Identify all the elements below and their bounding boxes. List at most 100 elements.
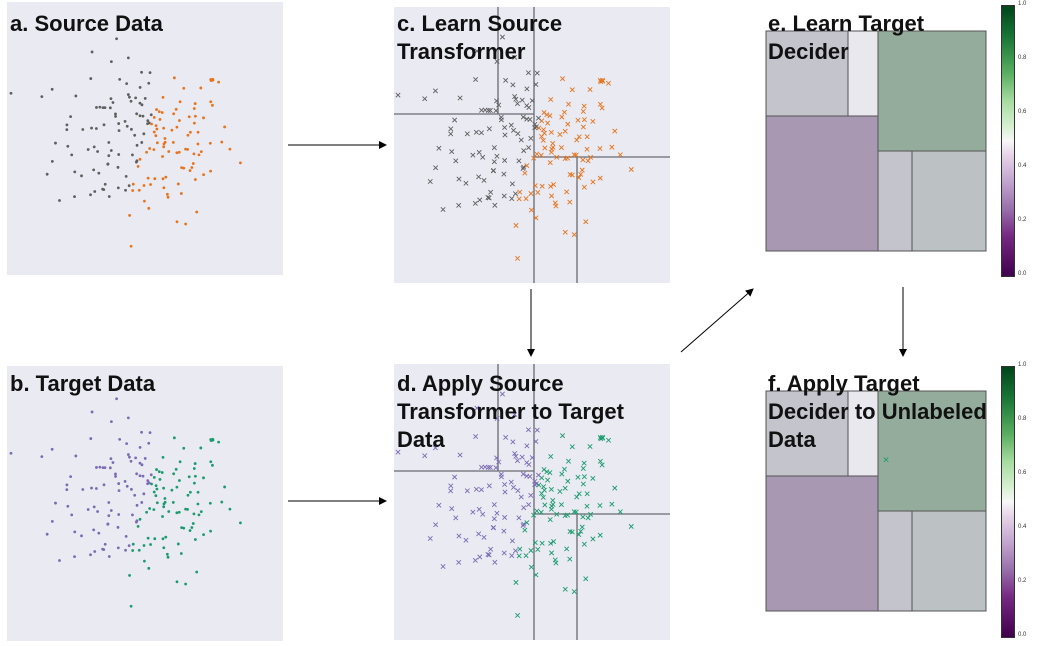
data-point [476, 174, 482, 180]
data-point [569, 87, 575, 93]
data-point [115, 397, 118, 401]
data-point [202, 173, 205, 177]
data-point [193, 102, 197, 105]
data-point [92, 528, 96, 532]
data-point [106, 522, 110, 526]
data-point [503, 77, 509, 83]
data-point [532, 183, 538, 189]
data-point [117, 153, 121, 156]
data-point [142, 184, 146, 187]
data-point [54, 501, 57, 505]
data-point [182, 526, 186, 530]
data-point [528, 207, 534, 213]
data-point [127, 544, 131, 548]
data-point [567, 528, 573, 535]
panel-d-apply-source-transformer [394, 364, 670, 640]
data-point [609, 144, 615, 150]
data-point [544, 469, 550, 475]
data-point [502, 132, 508, 138]
data-point [564, 546, 570, 552]
data-point [550, 144, 556, 150]
data-point [562, 229, 568, 235]
data-point [496, 102, 502, 108]
data-point [612, 485, 618, 491]
data-point [141, 114, 145, 118]
data-point [54, 141, 57, 145]
data-point [456, 559, 462, 565]
data-point [131, 189, 135, 192]
data-point [470, 509, 476, 515]
scatter-target-data [9, 397, 242, 608]
data-point [581, 184, 587, 190]
data-point [501, 193, 507, 199]
data-point [538, 152, 544, 158]
data-point [476, 149, 482, 155]
data-point [519, 454, 525, 460]
data-point [617, 152, 623, 158]
data-point [548, 540, 554, 546]
data-point [477, 197, 483, 203]
data-point [565, 458, 572, 464]
data-point [534, 427, 540, 433]
data-point [106, 162, 110, 166]
data-point [587, 443, 593, 450]
data-point [70, 513, 74, 517]
data-point [128, 214, 131, 217]
data-point [174, 467, 178, 471]
data-point [523, 196, 529, 202]
data-point [512, 411, 518, 417]
data-point [92, 145, 96, 149]
data-point [149, 473, 153, 477]
decider-regions-f: × [765, 390, 987, 612]
data-point [149, 183, 152, 186]
data-point [529, 455, 535, 461]
data-point [133, 133, 137, 137]
data-point [518, 137, 524, 143]
data-point [557, 488, 563, 494]
data-point [98, 105, 102, 109]
data-point [559, 471, 565, 477]
data-point [395, 92, 401, 98]
data-point [583, 219, 589, 225]
data-point [145, 150, 148, 154]
data-point [590, 536, 596, 542]
data-point [474, 48, 480, 54]
data-point [239, 521, 242, 525]
data-point [90, 126, 93, 130]
data-point [40, 455, 44, 459]
data-point [491, 159, 497, 165]
data-point [95, 106, 98, 109]
data-point [182, 446, 186, 450]
data-point [146, 479, 150, 483]
data-point [539, 133, 545, 139]
data-point [196, 490, 200, 494]
data-point [567, 171, 573, 178]
data-point [513, 453, 519, 459]
data-point [457, 452, 463, 458]
data-point [142, 544, 146, 547]
data-point [521, 521, 527, 527]
data-point [539, 183, 545, 189]
data-point [501, 550, 507, 556]
data-point [494, 415, 500, 421]
data-point [590, 118, 596, 124]
data-point [509, 538, 515, 544]
data-point [117, 513, 121, 516]
data-point [197, 513, 201, 517]
data-point [482, 107, 488, 113]
data-point [158, 118, 162, 121]
data-point [453, 515, 459, 521]
panel-e-title: e. Learn Target Decider [768, 11, 925, 64]
data-point [597, 458, 603, 464]
data-point [481, 177, 487, 183]
data-point [433, 522, 439, 528]
data-point [521, 164, 527, 170]
data-point [134, 96, 138, 100]
data-point [136, 524, 140, 528]
data-point [116, 546, 120, 550]
data-point [514, 101, 520, 107]
data-point [531, 512, 537, 518]
data-point [129, 99, 133, 103]
colorbar-tick-label: 1.0 [1018, 362, 1027, 368]
data-point [539, 490, 545, 496]
